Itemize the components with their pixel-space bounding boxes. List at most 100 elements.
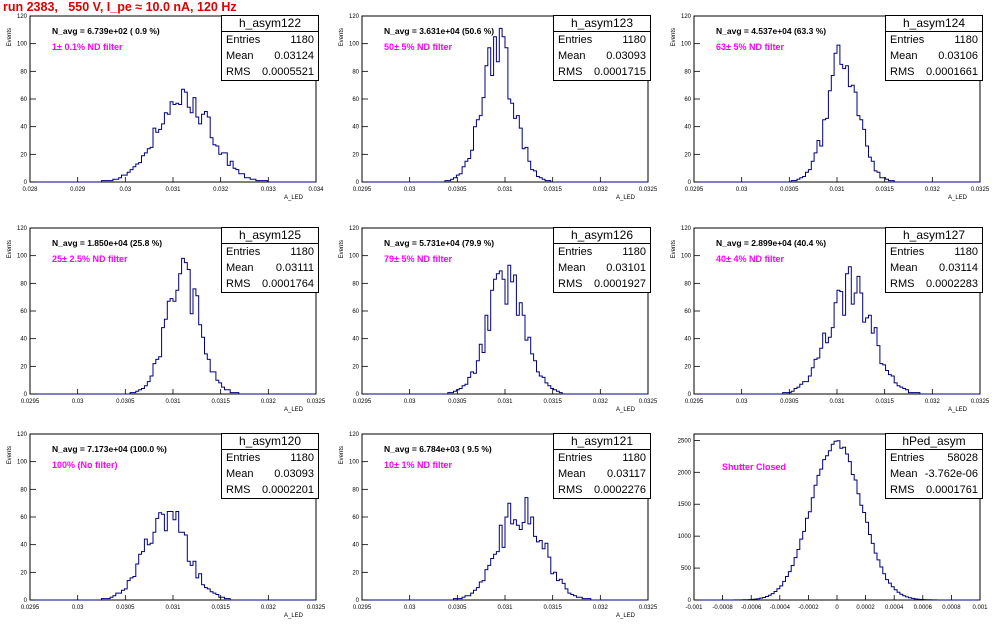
x-tick-label: 0.0305 [780,399,799,405]
x-tick-label: 0.0002 [856,605,875,611]
x-tick-label: 0.033 [261,187,277,193]
stats-row-mean: Mean 0.03114 [886,260,982,276]
x-tick-label: 0.032 [593,187,609,193]
histogram-plot: 0 20 40 60 80 100 120 0.0295 0.03 0.0305 0.031 0.03… [671,226,990,413]
y-axis-label: Events [671,28,677,46]
y-tick-label: 2500 [678,438,692,444]
stats-row-entries: Entries 1180 [886,32,982,48]
stats-title: h_asym122 [222,16,318,32]
stats-key: Entries [890,246,925,258]
stats-row-entries: Entries 1180 [886,244,982,260]
stats-row-rms: RMS 0.0005521 [222,64,318,80]
filter-label: 40± 4% ND filter [716,254,784,264]
y-tick-label: 20 [352,364,359,370]
x-tick-label: 0.0315 [543,187,562,193]
x-tick-label: 0.03 [72,399,84,405]
stats-key: RMS [558,66,583,78]
x-tick-label: 0.031 [165,187,181,193]
stats-value: 0.03093 [274,468,314,480]
stats-box: h_asym124 Entries 1180 Mean 0.03106 RMS 0.0001… [885,15,983,81]
y-tick-label: 0 [688,598,692,604]
x-tick-label: 0 [835,605,839,611]
y-tick-label: 20 [352,570,359,576]
filter-label: 1± 0.1% ND filter [52,42,123,52]
y-tick-label: 120 [17,14,28,20]
x-tick-label: 0.031 [497,399,513,405]
histogram-plot: 0 20 40 60 80 100 120 0.0295 0.03 0.0305 0.031 0.03… [7,226,326,413]
navg-label: N_avg = 6.739e+02 ( 0.9 %) [52,26,160,36]
histogram-plot: 0 20 40 60 80 100 120 0.028 0.029 0.03 0.031 0.032 0… [7,14,324,201]
y-tick-label: 60 [352,97,359,103]
x-tick-label: -0.0002 [798,605,819,611]
y-tick-label: 500 [681,566,692,572]
y-tick-label: 100 [349,254,360,260]
stats-key: Entries [226,246,261,258]
y-tick-label: 60 [684,97,691,103]
x-tick-label: 0.0315 [875,187,894,193]
stats-row-rms: RMS 0.0002276 [554,482,650,498]
stats-row-rms: RMS 0.0002283 [886,276,982,292]
y-tick-label: 100 [349,42,360,48]
stats-key: Mean [558,262,586,274]
stats-value: 58028 [947,452,978,464]
x-tick-label: 0.031 [165,605,181,611]
stats-value: 0.03124 [274,50,314,62]
stats-row-mean: Mean -3.762e-06 [886,466,982,482]
stats-row-rms: RMS 0.0001927 [554,276,650,292]
histogram-plot: 0 20 40 60 80 100 120 0.0295 0.03 0.0305 0.031 0.03… [339,432,658,619]
stats-row-mean: Mean 0.03117 [554,466,650,482]
stats-key: Entries [558,246,593,258]
stats-key: Mean [226,468,254,480]
x-tick-label: 0.0325 [307,605,326,611]
histogram-plot: 0 20 40 60 80 100 120 0.0295 0.03 0.0305 0.031 0.03… [671,14,990,201]
y-tick-label: 60 [20,309,27,315]
y-tick-label: 40 [20,337,27,343]
y-tick-label: 100 [17,42,28,48]
y-tick-label: 80 [20,487,27,493]
stats-value: 1180 [954,246,978,258]
stats-box: h_asym123 Entries 1180 Mean 0.03093 RMS 0.0001… [553,15,651,81]
navg-label: N_avg = 3.631e+04 (50.6 %) [384,26,495,36]
stats-title: h_asym124 [886,16,982,32]
y-axis-label: Events [339,240,345,258]
x-tick-label: 0.0325 [971,399,990,405]
stats-value: 0.0002283 [926,278,978,290]
histogram-panel-h_asym127: 0 20 40 60 80 100 120 0.0295 0.03 0.0305 0.031 0.03… [664,212,996,419]
stats-key: Mean [558,468,586,480]
stats-key: RMS [558,484,583,496]
y-axis-label: Events [671,240,677,258]
stats-value: 0.0005521 [262,66,314,78]
stats-key: Mean [890,50,918,62]
stats-row-mean: Mean 0.03124 [222,48,318,64]
stats-row-rms: RMS 0.0001764 [222,276,318,292]
stats-key: RMS [890,66,915,78]
y-tick-label: 100 [17,254,28,260]
stats-row-mean: Mean 0.03101 [554,260,650,276]
x-axis-label: A_LED [616,195,636,201]
x-tick-label: 0.0295 [21,605,40,611]
x-tick-label: 0.03 [119,187,131,193]
x-axis-label: A_LED [616,613,636,619]
x-tick-label: 0.0295 [353,605,372,611]
stats-value: 1180 [622,246,646,258]
histogram-line [362,27,648,183]
y-tick-label: 1500 [678,502,692,508]
y-tick-label: 40 [352,337,359,343]
x-tick-label: 0.0305 [780,187,799,193]
x-tick-label: 0.032 [593,399,609,405]
x-tick-label: 0.032 [925,187,941,193]
y-tick-label: 0 [688,180,692,186]
x-axis-label: A_LED [948,407,968,413]
x-tick-label: 0.0006 [914,605,933,611]
filter-label: 10± 1% ND filter [384,460,452,470]
stats-value: 1180 [622,452,646,464]
y-tick-label: 0 [24,180,28,186]
x-tick-label: 0.0325 [639,605,658,611]
x-tick-label: 0.031 [497,187,513,193]
filter-label: 50± 5% ND filter [384,42,452,52]
histogram-plot: 0 20 40 60 80 100 120 0.0295 0.03 0.0305 0.031 0.03… [339,14,658,201]
stats-key: Entries [226,452,261,464]
y-tick-label: 20 [684,364,691,370]
stats-key: Mean [226,262,254,274]
histogram-line [362,264,648,395]
